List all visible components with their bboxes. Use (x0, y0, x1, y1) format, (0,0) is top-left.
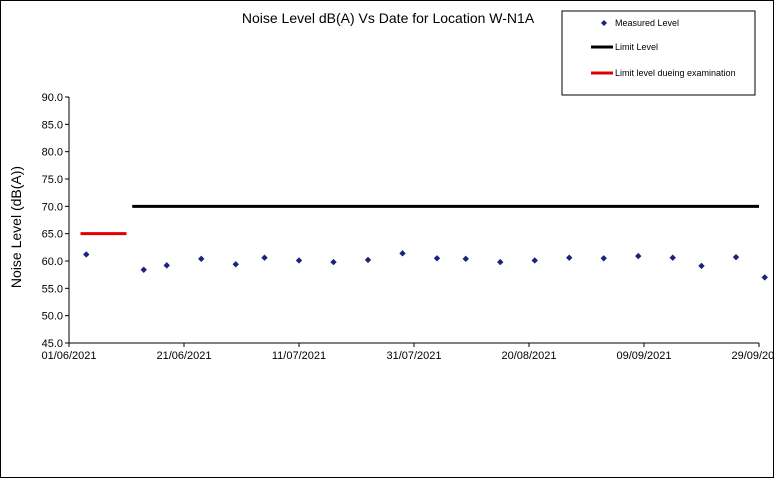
y-tick-label: 45.0 (42, 338, 63, 350)
measured-point (531, 257, 538, 264)
legend-exam-label: Limit level dueing examination (615, 68, 736, 78)
plot-marks (80, 204, 768, 281)
measured-point (399, 250, 406, 257)
measured-point (198, 255, 205, 263)
legend-box (561, 10, 756, 96)
measured-point (732, 253, 740, 261)
legend-measured-label: Measured Level (615, 18, 679, 28)
axes: 90.0 85.0 80.0 75.0 70.0 65.0 60.0 55.0 50.0 45.0… (41, 92, 776, 362)
x-tick-label: 01/06/2021 (41, 350, 96, 362)
x-tick-label: 31/07/2021 (386, 350, 441, 362)
measured-point (462, 255, 469, 263)
y-tick-label: 55.0 (42, 283, 63, 295)
legend-limit-label: Limit Level (615, 42, 658, 52)
measured-point (669, 254, 676, 261)
measured-point (232, 261, 239, 268)
y-tick-label: 80.0 (42, 147, 63, 159)
x-tick-label: 09/09/2021 (616, 350, 671, 362)
x-tick-label: 29/09/2021 (731, 350, 775, 362)
y-tick-label: 90.0 (42, 92, 63, 104)
measured-point (566, 254, 573, 261)
x-tick-label: 11/07/2021 (272, 350, 326, 362)
y-tick-label: 65.0 (42, 229, 63, 241)
measured-point (433, 255, 441, 262)
y-tick-label: 50.0 (42, 311, 63, 323)
x-tick-label: 20/08/2021 (501, 350, 556, 362)
y-axis-label: Noise Level (dB(A)) (8, 166, 24, 288)
y-tick-label: 60.0 (42, 256, 63, 268)
measured-point (140, 266, 147, 273)
measured-point (600, 255, 607, 262)
measured-point (364, 256, 372, 264)
y-tick-label: 85.0 (42, 119, 63, 131)
measured-point (497, 258, 504, 266)
measured-point (761, 274, 768, 281)
legend: Measured Level Limit Level Limit level d… (561, 10, 756, 96)
legend-measured-marker (601, 20, 607, 26)
y-tick-label: 70.0 (42, 201, 63, 213)
measured-point (330, 258, 337, 266)
measured-point (698, 262, 705, 270)
y-tick-label: 75.0 (42, 174, 63, 186)
measured-point (261, 254, 268, 261)
measured-point (635, 252, 642, 260)
measured-point (163, 262, 170, 269)
chart-title: Noise Level dB(A) Vs Date for Location W… (242, 10, 535, 26)
measured-point (83, 251, 90, 258)
x-tick-label: 21/06/2021 (156, 350, 211, 362)
measured-point (295, 257, 303, 264)
